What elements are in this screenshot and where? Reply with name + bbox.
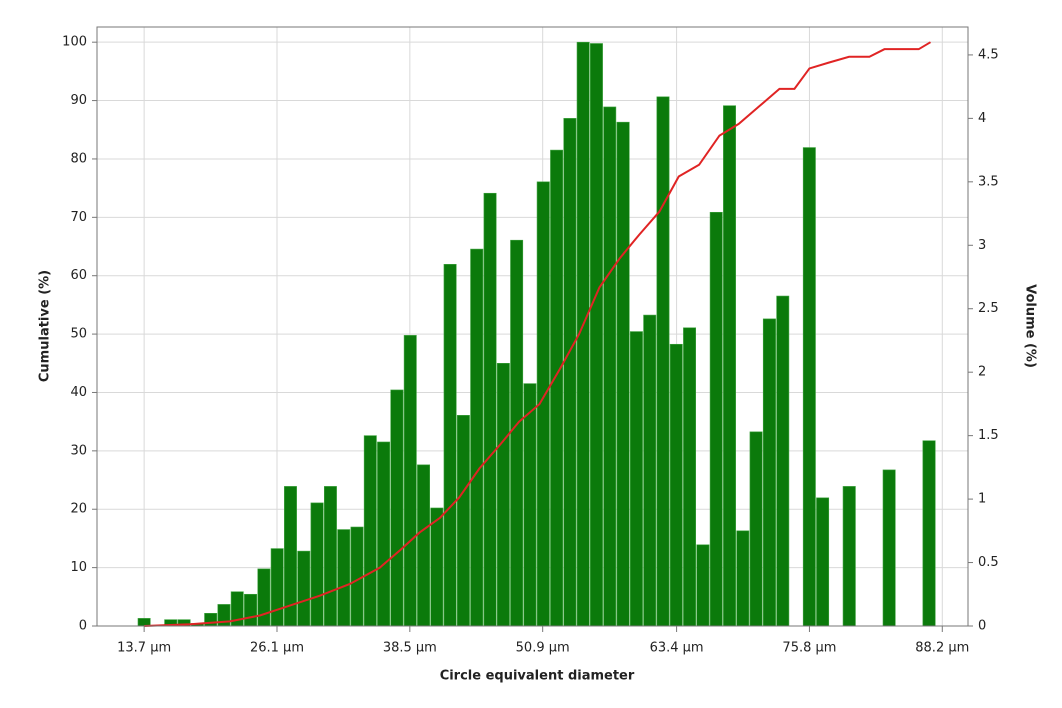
bar <box>629 331 643 627</box>
bar <box>204 613 218 627</box>
x-tick-label: 38.5 µm <box>383 641 437 656</box>
marks <box>137 41 936 627</box>
y2-tick-label: 4 <box>978 111 986 126</box>
y-tick-label: 60 <box>70 268 87 283</box>
bar <box>643 314 657 627</box>
y-tick-label: 70 <box>70 210 87 225</box>
bar <box>337 529 351 627</box>
bar <box>563 118 577 627</box>
y2-tick-label: 2.5 <box>978 301 999 316</box>
bar <box>310 502 324 627</box>
y-tick-label: 30 <box>70 443 87 458</box>
bar <box>749 431 763 627</box>
x-tick-label: 88.2 µm <box>915 641 969 656</box>
bar <box>842 486 856 627</box>
bar <box>616 121 630 627</box>
bar <box>709 211 723 627</box>
bar <box>603 106 617 627</box>
bar <box>816 497 830 627</box>
bar <box>443 264 457 627</box>
y-tick-label: 90 <box>70 93 87 108</box>
y2-tick-label: 4.5 <box>978 47 999 62</box>
bar <box>350 526 364 627</box>
bar <box>922 440 936 627</box>
bar <box>244 593 258 627</box>
y2-tick-label: 3 <box>978 238 986 253</box>
bar <box>297 550 311 627</box>
bar <box>669 343 683 627</box>
y2-tick-label: 3.5 <box>978 174 999 189</box>
y2-tick-label: 1.5 <box>978 428 999 443</box>
x-tick-label: 50.9 µm <box>516 641 570 656</box>
bar <box>683 327 697 627</box>
bar <box>510 239 524 627</box>
bar <box>430 507 444 627</box>
bar <box>324 486 337 627</box>
bar <box>496 363 510 627</box>
bar <box>736 530 750 627</box>
plot-frame <box>96 26 969 627</box>
bar <box>470 248 484 627</box>
y-axis-title: Cumulative (%) <box>38 270 53 382</box>
bar <box>762 318 776 627</box>
bar <box>403 335 417 627</box>
bar <box>377 441 391 627</box>
bar <box>590 43 603 627</box>
bar <box>270 548 284 627</box>
x-tick-label: 13.7 µm <box>117 641 171 656</box>
cumulative-line <box>144 41 932 627</box>
bar <box>363 435 377 627</box>
y-tick-label: 10 <box>70 560 87 575</box>
y-tick-label: 100 <box>62 35 87 50</box>
x-axis-title: Circle equivalent diameter <box>440 669 635 684</box>
bar <box>882 469 896 627</box>
x-tick-label: 75.8 µm <box>782 641 836 656</box>
bar <box>390 389 404 627</box>
bar <box>656 96 670 627</box>
x-tick-label: 26.1 µm <box>250 641 304 656</box>
y2-axis-title: Volume (%) <box>1023 284 1038 368</box>
y-tick-label: 20 <box>70 502 87 517</box>
y-tick-label: 40 <box>70 385 87 400</box>
bar <box>802 147 816 627</box>
y2-tick-label: 2 <box>978 365 986 380</box>
y-tick-label: 80 <box>70 151 87 166</box>
bar <box>696 544 710 627</box>
y2-tick-label: 1 <box>978 492 986 507</box>
y-tick-label: 50 <box>70 327 87 342</box>
bar <box>523 383 537 627</box>
bar <box>456 415 470 627</box>
bar <box>723 105 736 627</box>
bar <box>417 464 430 627</box>
bar <box>257 568 271 627</box>
bar <box>550 149 564 627</box>
y2-tick-label: 0.5 <box>978 555 999 570</box>
y-tick-label: 0 <box>79 619 87 634</box>
bar <box>483 192 497 627</box>
y2-tick-label: 0 <box>978 619 986 634</box>
x-tick-label: 63.4 µm <box>650 641 704 656</box>
bar <box>776 295 790 627</box>
